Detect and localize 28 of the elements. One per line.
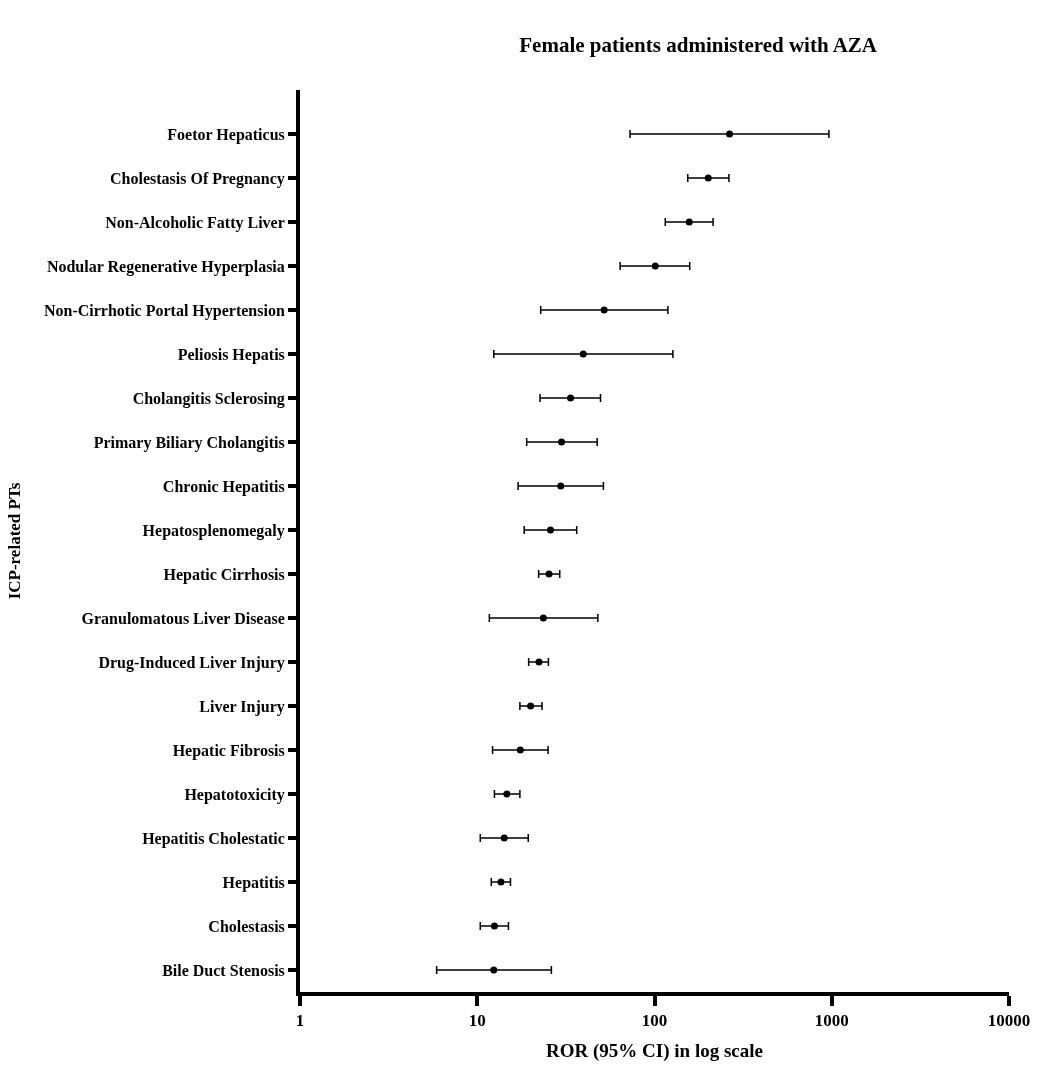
x-tick-label: 1000	[814, 1011, 849, 1031]
y-tick-label: Hepatotoxicity	[184, 785, 285, 804]
y-tick-label: Hepatosplenomegaly	[142, 521, 285, 540]
y-tick-label: Bile Duct Stenosis	[162, 961, 285, 979]
y-tick-label: Cholestasis Of Pregnancy	[109, 169, 285, 188]
y-tick-label: Non-Cirrhotic Portal Hypertension	[43, 301, 285, 320]
y-tick-label: Drug-Induced Liver Injury	[98, 653, 285, 672]
y-tick-label: Hepatitis Cholestatic	[142, 829, 285, 848]
y-tick-label: Hepatitis	[222, 873, 285, 892]
y-tick-label: Chronic Hepatitis	[162, 477, 285, 496]
x-tick-label: 10000	[987, 1011, 1031, 1031]
y-tick-label: Nodular Regenerative Hyperplasia	[46, 257, 285, 276]
x-tick-label: 10	[468, 1011, 486, 1031]
y-tick-label: Granulomatous Liver Disease	[81, 609, 285, 627]
y-tick-label: Cholangitis Sclerosing	[132, 389, 285, 408]
y-tick-label: Primary Biliary Cholangitis	[93, 433, 285, 452]
x-tick-label: 100	[641, 1011, 668, 1031]
y-tick-label: Hepatic Cirrhosis	[163, 565, 285, 584]
x-tick-label: 1	[295, 1011, 305, 1031]
y-tick-label: Cholestasis	[208, 917, 285, 935]
y-axis-title: ICP-related PTs	[4, 482, 24, 600]
y-tick-label: Peliosis Hepatis	[177, 345, 285, 364]
y-tick-label: Non-Alcoholic Fatty Liver	[105, 213, 285, 232]
y-tick-label: Foetor Hepaticus	[167, 125, 285, 144]
y-tick-label: Liver Injury	[199, 697, 285, 716]
chart-title: Female patients administered with AZA	[519, 33, 878, 58]
y-tick-label: Hepatic Fibrosis	[172, 741, 285, 760]
x-axis-title: ROR (95% CI) in log scale	[546, 1039, 763, 1062]
